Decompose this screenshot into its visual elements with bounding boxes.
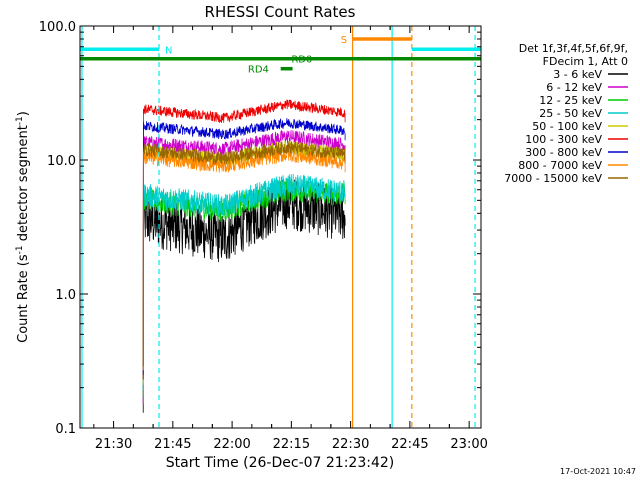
chart-title: RHESSI Count Rates bbox=[205, 3, 356, 21]
state-label-N: N bbox=[165, 45, 172, 56]
y-label-part2: detector segment bbox=[16, 125, 31, 245]
state-label-RD4: RD4 bbox=[248, 65, 269, 76]
legend-header-1: FDecim 1, Att 0 bbox=[543, 55, 628, 68]
x-tick-label-2: 22:00 bbox=[213, 437, 250, 452]
x-axis-label: Start Time (26-Dec-07 21:23:42) bbox=[166, 455, 394, 471]
legend-label-6: 300 - 800 keV bbox=[525, 146, 602, 159]
legend-header-0: Det 1f,3f,4f,5f,6f,9f, bbox=[519, 42, 628, 55]
legend-label-7: 800 - 7000 keV bbox=[518, 159, 602, 172]
legend: Det 1f,3f,4f,5f,6f,9f,FDecim 1, Att 03 -… bbox=[504, 42, 628, 185]
y-tick-label-0: 100.0 bbox=[39, 20, 76, 35]
y-tick-label-3: 0.1 bbox=[55, 422, 76, 437]
axes-group: 21:30 21:45 22:00 22:15 22:30 22:45 23:00 100.0… bbox=[39, 20, 488, 452]
legend-label-8: 7000 - 15000 keV bbox=[504, 172, 602, 185]
x-tick-label-5: 22:45 bbox=[391, 437, 428, 452]
plot-frame bbox=[79, 25, 482, 429]
legend-label-2: 12 - 25 keV bbox=[539, 94, 602, 107]
series-line-8 bbox=[142, 141, 346, 367]
series-line-5 bbox=[142, 99, 346, 380]
state-label-S: S bbox=[341, 35, 347, 46]
data-series-group bbox=[142, 99, 346, 413]
y-label-part1: Count Rate (s bbox=[16, 254, 31, 343]
state-label-RD0: RD0 bbox=[291, 55, 312, 66]
y-label-sup1: -1 bbox=[15, 245, 25, 254]
y-tick-label-2: 1.0 bbox=[55, 288, 76, 303]
series-line-3 bbox=[142, 173, 346, 391]
legend-label-4: 50 - 100 keV bbox=[532, 120, 602, 133]
y-label-sup2: -1 bbox=[15, 116, 25, 125]
series-line-1 bbox=[142, 129, 346, 405]
legend-label-1: 6 - 12 keV bbox=[546, 81, 602, 94]
y-label-part3: ) bbox=[16, 111, 31, 116]
legend-label-0: 3 - 6 keV bbox=[553, 68, 602, 81]
series-line-4 bbox=[142, 140, 346, 385]
y-tick-label-1: 10.0 bbox=[47, 154, 76, 169]
y-axis-label: Count Rate (s-1 detector segment-1) bbox=[15, 111, 31, 343]
x-tick-label-4: 22:30 bbox=[332, 437, 369, 452]
x-tick-label-0: 21:30 bbox=[95, 437, 132, 452]
footer-date: 17-Oct-2021 10:47 bbox=[560, 467, 636, 476]
x-tick-label-6: 23:00 bbox=[450, 437, 487, 452]
series-line-7 bbox=[142, 147, 346, 371]
legend-label-5: 100 - 300 keV bbox=[525, 133, 602, 146]
state-overlay-group: N S RD0 RD4 bbox=[80, 26, 481, 428]
legend-label-3: 25 - 50 keV bbox=[539, 107, 602, 120]
x-tick-label-3: 22:15 bbox=[273, 437, 310, 452]
series-line-6 bbox=[142, 118, 346, 375]
x-tick-label-1: 21:45 bbox=[154, 437, 191, 452]
